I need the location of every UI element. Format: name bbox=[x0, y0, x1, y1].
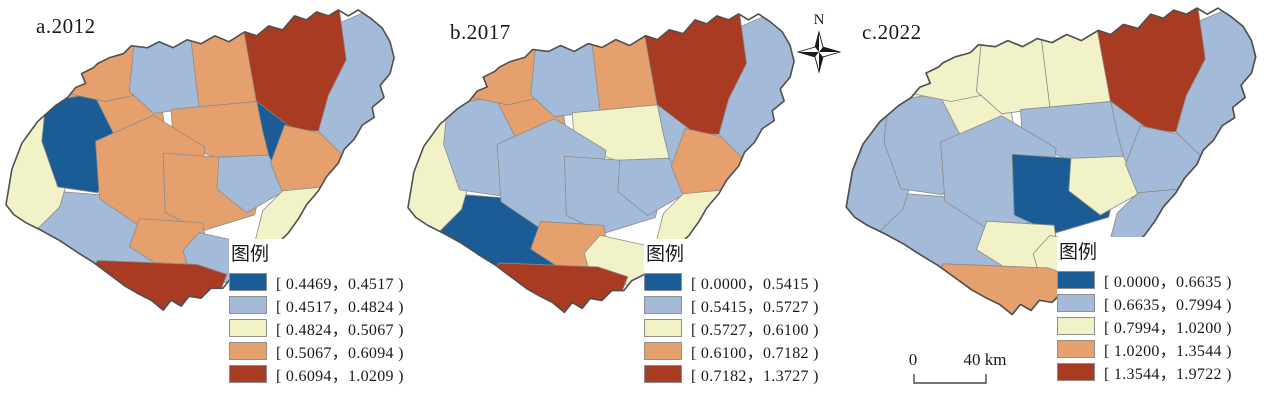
choropleth-map-2017 bbox=[404, 6, 800, 342]
legend-range-label: [ 0.5415，0.5727 ) bbox=[691, 298, 819, 316]
legend-range-label: [ 0.6094，1.0209 ) bbox=[276, 367, 404, 385]
legend-row: [ 0.5415，0.5727 ) bbox=[644, 295, 819, 316]
legend-range-label: [ 0.0000，0.5415 ) bbox=[691, 275, 819, 293]
legend-row: [ 1.3544，1.9722 ) bbox=[1057, 362, 1232, 383]
north-arrow: N bbox=[797, 12, 841, 80]
coastline bbox=[5, 9, 395, 311]
legend-row: [ 0.6100，0.7182 ) bbox=[644, 341, 819, 362]
legend-range-label: [ 0.7182，1.3727 ) bbox=[691, 367, 819, 385]
compass-rose-icon bbox=[797, 30, 841, 74]
legend-row: [ 1.0200，1.3544 ) bbox=[1057, 339, 1232, 360]
region-south bbox=[85, 260, 228, 311]
region-n-central bbox=[530, 29, 603, 118]
legend-swatch-class-1 bbox=[644, 272, 682, 291]
legend-range-label: [ 1.0200，1.3544 ) bbox=[1104, 342, 1232, 360]
region-c-east bbox=[1068, 155, 1141, 216]
legend-swatch-class-2 bbox=[229, 295, 267, 314]
choropleth-map-2012 bbox=[2, 2, 400, 340]
scale-end-label: 40 km bbox=[963, 350, 1007, 369]
legend-swatch-class-1 bbox=[1057, 270, 1095, 289]
legend-row: [ 0.4469，0.4517 ) bbox=[229, 272, 404, 293]
legend-range-label: [ 1.3544，1.9722 ) bbox=[1104, 365, 1232, 383]
legend-swatch-class-4 bbox=[644, 341, 682, 360]
legend-swatch-class-2 bbox=[644, 295, 682, 314]
legend-panel-b: 图例 [ 0.0000，0.5415 ) [ 0.5415，0.5727 ) [ 0… bbox=[644, 239, 823, 390]
legend-title: 图例 bbox=[646, 244, 685, 265]
legend-range-label: [ 0.4469，0.4517 ) bbox=[276, 275, 404, 293]
region-ne bbox=[238, 9, 347, 132]
legend-title: 图例 bbox=[231, 244, 270, 265]
legend-panel-a: 图例 [ 0.4469，0.4517 ) [ 0.4517，0.4824 ) [ 0… bbox=[229, 239, 408, 390]
legend-range-label: [ 0.7994，1.0200 ) bbox=[1104, 319, 1232, 337]
legend-row: [ 0.6635，0.7994 ) bbox=[1057, 293, 1232, 314]
panel-c-title: c.2022 bbox=[862, 20, 922, 44]
legend-swatch-class-3 bbox=[1057, 316, 1095, 335]
region-ne bbox=[1091, 8, 1206, 133]
legend-range-label: [ 0.5727，0.6100 ) bbox=[691, 321, 819, 339]
panel-b-title: b.2017 bbox=[450, 20, 511, 44]
legend-range-label: [ 0.4517，0.4824 ) bbox=[276, 298, 404, 316]
scale-start-label: 0 bbox=[908, 350, 918, 369]
legend-swatch-class-4 bbox=[229, 341, 267, 360]
region-ne bbox=[639, 13, 747, 135]
legend-range-label: [ 0.0000，0.6635 ) bbox=[1104, 273, 1232, 291]
legend-swatch-class-5 bbox=[1057, 362, 1095, 381]
legend-range-label: [ 0.6100，0.7182 ) bbox=[691, 344, 819, 362]
panel-a-title: a.2012 bbox=[36, 14, 96, 38]
legend-swatch-class-5 bbox=[644, 364, 682, 383]
north-label: N bbox=[813, 12, 825, 28]
legend-range-label: [ 0.6635，0.7994 ) bbox=[1104, 296, 1232, 314]
legend-row: [ 0.0000，0.5415 ) bbox=[644, 272, 819, 293]
region-n-central bbox=[128, 25, 202, 114]
legend-panel-c: 图例 [ 0.0000，0.6635 ) [ 0.6635，0.7994 ) [ 0… bbox=[1057, 237, 1236, 388]
legend-swatch-class-5 bbox=[229, 364, 267, 383]
scale-bar-bracket bbox=[913, 374, 987, 384]
legend-row: [ 0.7994，1.0200 ) bbox=[1057, 316, 1232, 337]
legend-row: [ 0.7182，1.3727 ) bbox=[644, 364, 819, 385]
legend-row: [ 0.5727，0.6100 ) bbox=[644, 318, 819, 339]
legend-row: [ 0.4824，0.5067 ) bbox=[229, 318, 404, 339]
legend-range-label: [ 0.4824，0.5067 ) bbox=[276, 321, 404, 339]
legend-swatch-class-2 bbox=[1057, 293, 1095, 312]
legend-row: [ 0.5067，0.6094 ) bbox=[229, 341, 404, 362]
region-c-east bbox=[617, 157, 686, 216]
legend-row: [ 0.0000，0.6635 ) bbox=[1057, 270, 1232, 291]
coastline bbox=[845, 7, 1257, 316]
choropleth-map-2022 bbox=[842, 0, 1262, 345]
legend-row: [ 0.4517，0.4824 ) bbox=[229, 295, 404, 316]
scale-bar: 0 40 km bbox=[905, 350, 1035, 386]
region-c-east bbox=[216, 154, 286, 214]
legend-swatch-class-3 bbox=[229, 318, 267, 337]
legend-swatch-class-1 bbox=[229, 272, 267, 291]
legend-range-label: [ 0.5067，0.6094 ) bbox=[276, 344, 404, 362]
legend-swatch-class-3 bbox=[644, 318, 682, 337]
coastline bbox=[407, 13, 795, 314]
legend-row: [ 0.6094，1.0209 ) bbox=[229, 364, 404, 385]
legend-swatch-class-4 bbox=[1057, 339, 1095, 358]
region-n-central bbox=[975, 23, 1053, 115]
legend-title: 图例 bbox=[1059, 242, 1098, 263]
island-map-svg bbox=[407, 13, 795, 314]
region-south bbox=[486, 262, 629, 313]
island-map-svg bbox=[5, 9, 395, 311]
island-map-svg bbox=[845, 7, 1257, 316]
